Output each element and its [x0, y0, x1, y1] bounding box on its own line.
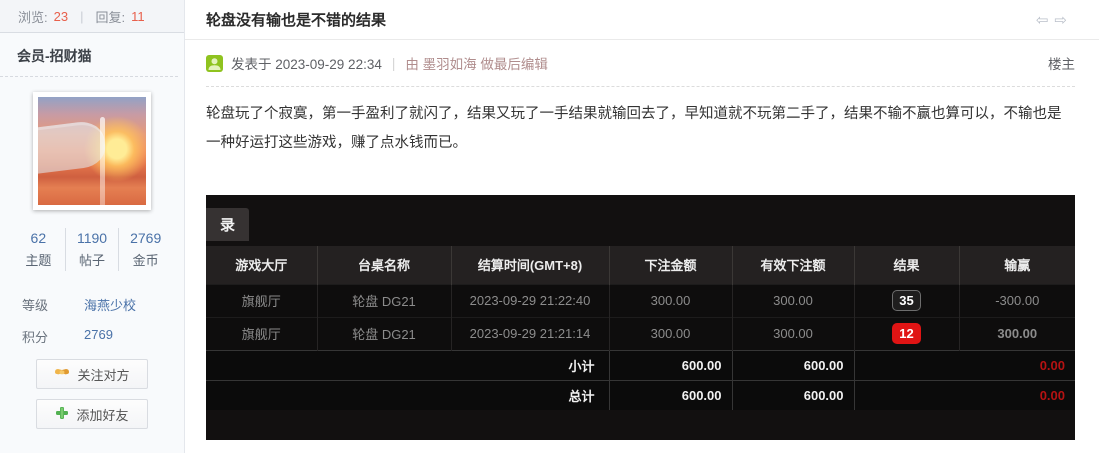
- cell-bet: 300.00: [608, 316, 732, 350]
- cell-valid: 300.00: [731, 316, 854, 350]
- floor-label: 楼主: [1048, 57, 1075, 72]
- cell-result: 35: [853, 283, 959, 317]
- author-sidebar: 浏览: 23 | 回复: 11 会员-招财猫 62 主题 1190 帖子 276…: [0, 0, 185, 453]
- total-row: 总计 600.00 600.00 0.00: [206, 379, 1075, 410]
- edited-note: 由 墨羽如海 做最后编辑: [405, 57, 548, 72]
- page-title: 轮盘没有输也是不错的结果: [206, 12, 387, 29]
- stat-threads-label: 主题: [25, 253, 52, 268]
- cell-time: 2023-09-29 21:22:40: [450, 283, 609, 317]
- field-points: 积分 2769: [22, 327, 184, 346]
- avatar[interactable]: [33, 92, 151, 210]
- subtotal-row: 小计 600.00 600.00 0.00: [206, 349, 1075, 380]
- title-bar: 轮盘没有输也是不错的结果 ⇦⇨: [185, 0, 1099, 40]
- col-time: 结算时间(GMT+8): [450, 246, 609, 284]
- cell-hall: 旗舰厅: [206, 316, 317, 350]
- field-points-label: 积分: [22, 330, 49, 345]
- add-friend-button[interactable]: 添加好友: [36, 399, 148, 429]
- table-row: 旗舰厅 轮盘 DG21 2023-09-29 21:22:40 300.00 3…: [206, 283, 1075, 317]
- meta-separator: |: [391, 55, 396, 71]
- col-table: 台桌名称: [316, 246, 451, 284]
- next-thread-icon[interactable]: ⇨: [1054, 11, 1073, 29]
- table-row: 旗舰厅 轮盘 DG21 2023-09-29 21:21:14 300.00 3…: [206, 316, 1075, 350]
- col-result: 结果: [853, 246, 959, 284]
- cell-table: 轮盘 DG21: [316, 316, 451, 350]
- subtotal-bet: 600.00: [608, 349, 732, 380]
- bet-record-image: 录 游戏大厅 台桌名称 结算时间(GMT+8) 下注金额 有效下注额 结果 输赢: [206, 195, 1075, 440]
- col-winloss: 输赢: [958, 246, 1075, 284]
- post-meta-row: 发表于 2023-09-29 22:34 | 由 墨羽如海 做最后编辑 楼主: [206, 40, 1075, 87]
- follow-button[interactable]: 关注对方: [36, 359, 148, 389]
- stat-coins-value[interactable]: 2769: [130, 230, 162, 246]
- bet-record-tab: 录: [206, 208, 249, 241]
- result-badge: 12: [892, 323, 921, 344]
- member-fields: 等级 海燕少校 积分 2769: [22, 295, 184, 346]
- field-points-value: 2769: [84, 327, 113, 342]
- stat-posts-value[interactable]: 1190: [76, 230, 108, 246]
- cell-valid: 300.00: [731, 283, 854, 317]
- member-name: 会员-招财猫: [0, 33, 178, 77]
- stat-threads-value[interactable]: 62: [30, 230, 47, 246]
- cell-hall: 旗舰厅: [206, 283, 317, 317]
- cell-winloss: 300.00: [958, 316, 1075, 350]
- field-level-value: 海燕少校: [84, 298, 137, 313]
- thread-stats-bar: 浏览: 23 | 回复: 11: [0, 0, 184, 33]
- total-label: 总计: [206, 379, 609, 410]
- cell-bet: 300.00: [608, 283, 732, 317]
- avatar-wrap: [27, 92, 157, 210]
- subtotal-winloss: 0.00: [853, 349, 1075, 380]
- total-bet: 600.00: [608, 379, 732, 410]
- stat-posts-label: 帖子: [79, 253, 106, 268]
- follow-button-label: 关注对方: [77, 367, 130, 383]
- stat-posts: 1190 帖子: [64, 228, 119, 271]
- stat-threads: 62 主题: [12, 228, 65, 271]
- result-badge: 35: [892, 290, 921, 311]
- member-stats: 62 主题 1190 帖子 2769 金币: [12, 228, 172, 271]
- total-winloss: 0.00: [853, 379, 1075, 410]
- bet-record-table: 游戏大厅 台桌名称 结算时间(GMT+8) 下注金额 有效下注额 结果 输赢 旗…: [206, 246, 1075, 410]
- total-valid: 600.00: [731, 379, 854, 410]
- post-main: 轮盘没有输也是不错的结果 ⇦⇨ 发表于 2023-09-29 22:34 | 由…: [185, 0, 1099, 453]
- table-header-row: 游戏大厅 台桌名称 结算时间(GMT+8) 下注金额 有效下注额 结果 输赢: [206, 246, 1075, 284]
- post-body: 轮盘玩了个寂寞，第一手盈利了就闪了，结果又玩了一手结果就输回去了，早知道就不玩第…: [206, 106, 1062, 151]
- prev-thread-icon[interactable]: ⇦: [1035, 11, 1055, 29]
- cell-result: 12: [853, 316, 959, 350]
- subtotal-valid: 600.00: [731, 349, 854, 380]
- cell-time: 2023-09-29 21:21:14: [450, 316, 609, 350]
- views-count: 23: [53, 8, 69, 24]
- posted-time: 发表于 2023-09-29 22:34: [231, 57, 382, 72]
- col-bet: 下注金额: [608, 246, 732, 284]
- col-valid: 有效下注额: [731, 246, 854, 284]
- thread-nav: ⇦⇨: [1036, 11, 1073, 29]
- stats-separator: |: [80, 8, 84, 24]
- field-level-label: 等级: [22, 298, 49, 313]
- views-label: 浏览:: [18, 9, 48, 25]
- field-level: 等级 海燕少校: [22, 295, 184, 314]
- cell-table: 轮盘 DG21: [316, 283, 451, 317]
- handshake-icon: [54, 366, 70, 383]
- col-hall: 游戏大厅: [206, 246, 317, 284]
- cell-winloss: -300.00: [958, 283, 1075, 317]
- add-friend-button-label: 添加好友: [76, 407, 129, 423]
- member-avatar-icon: [206, 54, 223, 72]
- replies-label: 回复:: [95, 9, 126, 25]
- add-friend-icon: [55, 406, 69, 423]
- stat-coins: 2769 金币: [118, 228, 172, 271]
- subtotal-label: 小计: [206, 349, 609, 380]
- stat-coins-label: 金币: [132, 253, 159, 268]
- replies-count: 11: [131, 8, 145, 24]
